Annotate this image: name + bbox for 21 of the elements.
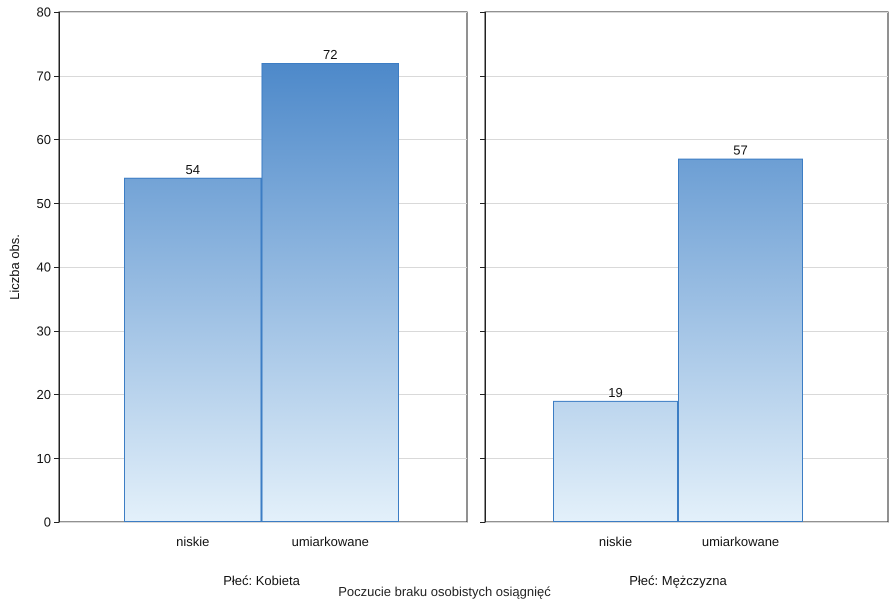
- data-label: 72: [323, 47, 338, 62]
- data-label: 54: [186, 162, 200, 177]
- data-label: 19: [608, 384, 623, 400]
- y-tick-label: 10: [36, 450, 51, 466]
- y-tick-label: 50: [36, 196, 51, 211]
- y-axis-title: Liczba obs.: [7, 234, 22, 300]
- x-axis-title: Płeć: Mężczyzna: [629, 573, 728, 588]
- text: Poczucie braku osobistych osiągnięć: [338, 584, 551, 599]
- y-tick-label: 30: [36, 323, 51, 338]
- y-tick-label: 60: [36, 132, 51, 147]
- y-tick-label: 80: [36, 4, 51, 20]
- data-label: 57: [733, 142, 748, 158]
- y-tick-label: 20: [36, 387, 51, 402]
- x-tick-label: niskie: [176, 534, 210, 549]
- x-tick-label: umiarkowane: [292, 534, 369, 549]
- y-tick-label: 70: [36, 68, 51, 84]
- x-tick-label: umiarkowane: [702, 534, 780, 549]
- y-tick-label: 40: [36, 260, 51, 274]
- y-tick-label: 0: [44, 514, 51, 530]
- x-axis-title: Płeć: Kobieta: [223, 573, 301, 588]
- x-tick-label: niskie: [598, 534, 632, 549]
